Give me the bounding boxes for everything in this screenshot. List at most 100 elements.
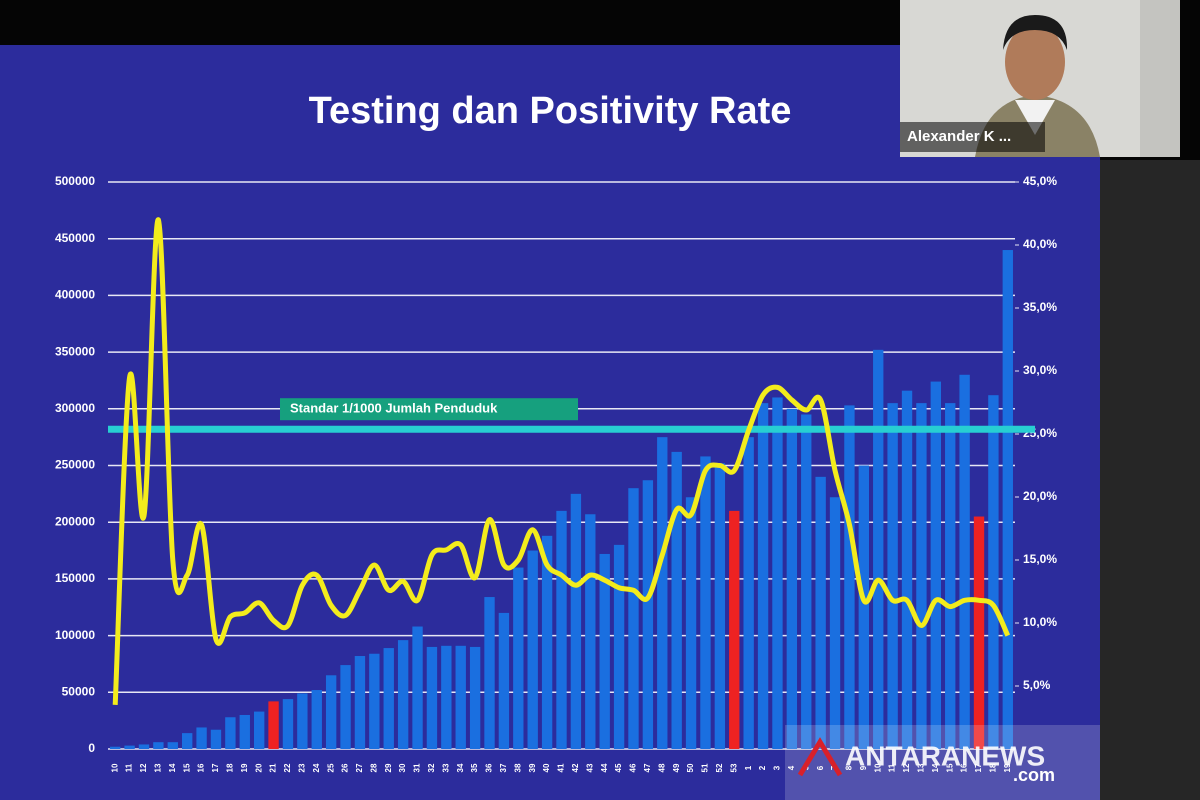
y2-tick-label: 10,0% bbox=[1023, 615, 1057, 629]
y-tick-label: 50000 bbox=[62, 684, 96, 698]
x-tick-label: 53 bbox=[729, 763, 738, 772]
x-tick-label: 13 bbox=[153, 763, 162, 772]
bar bbox=[167, 742, 178, 749]
x-tick-label: 15 bbox=[182, 763, 191, 772]
bar bbox=[570, 493, 582, 749]
x-tick-label: 36 bbox=[485, 763, 494, 772]
bar bbox=[239, 714, 250, 749]
x-tick-label: 17 bbox=[211, 763, 220, 772]
bar bbox=[873, 349, 884, 749]
watermark: ANTARANEWS .com bbox=[785, 725, 1100, 800]
bar bbox=[210, 729, 222, 749]
bar bbox=[916, 403, 927, 749]
bar bbox=[1002, 250, 1013, 750]
x-tick-label: 25 bbox=[326, 763, 335, 772]
y2-tick-label: 30,0% bbox=[1023, 363, 1057, 377]
y2-tick-label: 35,0% bbox=[1023, 300, 1057, 314]
chart-title: Testing dan Positivity Rate bbox=[309, 90, 792, 132]
y2-tick-label: 45,0% bbox=[1023, 174, 1057, 188]
person-head bbox=[1005, 24, 1065, 100]
bar bbox=[628, 488, 639, 749]
bar bbox=[642, 480, 654, 749]
x-tick-label: 9 bbox=[859, 765, 868, 770]
bar bbox=[253, 711, 265, 749]
person-collar bbox=[1015, 100, 1055, 135]
bar bbox=[959, 374, 970, 749]
x-tick-label: 40 bbox=[542, 763, 551, 772]
x-tick-label: 41 bbox=[557, 763, 566, 772]
person-hair bbox=[1003, 15, 1068, 50]
y2-tick-label: 20,0% bbox=[1023, 489, 1057, 503]
x-tick-label: 24 bbox=[312, 763, 321, 772]
bar bbox=[153, 742, 164, 749]
x-tick-label: 19 bbox=[240, 763, 249, 772]
reference-label: Standar 1/1000 Jumlah Penduduk bbox=[290, 401, 498, 416]
bar bbox=[556, 510, 567, 749]
bar bbox=[513, 567, 524, 749]
bar bbox=[801, 414, 812, 749]
x-tick-label: 21 bbox=[269, 763, 278, 772]
y2-tick-label: 15,0% bbox=[1023, 552, 1057, 566]
bar bbox=[181, 733, 193, 749]
bar bbox=[599, 553, 610, 749]
bar bbox=[671, 451, 682, 749]
line bbox=[112, 217, 1011, 706]
x-tick-label: 44 bbox=[600, 763, 609, 772]
bar bbox=[124, 745, 135, 749]
bar bbox=[887, 403, 898, 749]
bar bbox=[484, 597, 495, 749]
bar bbox=[268, 701, 279, 749]
y-tick-label: 450000 bbox=[55, 231, 95, 245]
bar bbox=[354, 656, 366, 749]
x-tick-label: 12 bbox=[902, 763, 911, 772]
x-tick-label: 38 bbox=[513, 763, 522, 772]
x-tick-label: 32 bbox=[427, 763, 436, 772]
name-badge bbox=[900, 122, 1045, 152]
bar bbox=[757, 403, 769, 749]
side-panel bbox=[1100, 160, 1200, 800]
watermark-box bbox=[785, 725, 1100, 800]
bar bbox=[311, 690, 322, 749]
bar bbox=[700, 456, 711, 749]
bar bbox=[945, 403, 956, 749]
bar bbox=[829, 497, 841, 749]
x-tick-label: 27 bbox=[355, 763, 364, 772]
bar bbox=[225, 717, 236, 749]
y-tick-label: 100000 bbox=[55, 628, 95, 642]
y2-tick-label: 5,0% bbox=[1023, 678, 1051, 692]
y-tick-label: 150000 bbox=[55, 571, 95, 585]
x-tick-label: 3 bbox=[773, 765, 782, 770]
x-tick-label: 22 bbox=[283, 763, 292, 772]
x-tick-label: 18 bbox=[989, 763, 998, 772]
x-tick-label: 34 bbox=[456, 763, 465, 772]
x-tick-label: 29 bbox=[384, 763, 393, 772]
x-tick-label: 19 bbox=[1003, 763, 1012, 772]
x-tick-label: 14 bbox=[931, 763, 940, 772]
x-tick-label: 42 bbox=[571, 763, 580, 772]
y-tick-label: 200000 bbox=[55, 514, 95, 528]
bar bbox=[138, 744, 150, 749]
bar bbox=[844, 405, 855, 749]
bar bbox=[498, 612, 510, 749]
bar bbox=[110, 746, 121, 749]
x-tick-label: 2 bbox=[758, 765, 767, 770]
bar bbox=[901, 390, 913, 749]
bar bbox=[441, 645, 452, 749]
bar bbox=[815, 476, 826, 749]
bar bbox=[685, 497, 697, 749]
bar bbox=[282, 699, 294, 749]
y-tick-label: 500000 bbox=[55, 174, 95, 188]
x-tick-label: 15 bbox=[945, 763, 954, 772]
bar bbox=[930, 381, 942, 749]
bar bbox=[527, 550, 538, 749]
bar bbox=[340, 665, 351, 749]
bar bbox=[729, 510, 740, 749]
x-tick-label: 33 bbox=[441, 763, 450, 772]
bar bbox=[325, 675, 337, 749]
x-tick-label: 31 bbox=[413, 763, 422, 772]
bar bbox=[297, 693, 308, 749]
x-tick-label: 8 bbox=[845, 765, 854, 770]
bar bbox=[585, 514, 596, 749]
bar bbox=[469, 646, 481, 749]
y-tick-label: 400000 bbox=[55, 288, 95, 302]
